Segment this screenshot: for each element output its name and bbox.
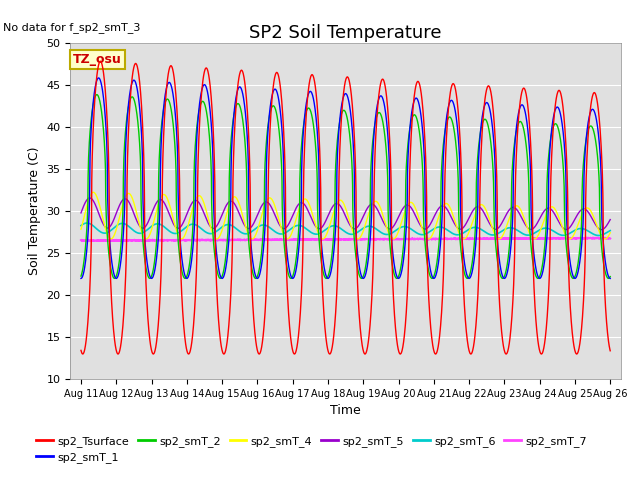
Text: TZ_osu: TZ_osu — [73, 53, 122, 66]
Text: No data for f_sp2_smT_3: No data for f_sp2_smT_3 — [3, 22, 141, 33]
Legend: sp2_Tsurface, sp2_smT_1, sp2_smT_2, sp2_smT_4, sp2_smT_5, sp2_smT_6, sp2_smT_7: sp2_Tsurface, sp2_smT_1, sp2_smT_2, sp2_… — [32, 432, 591, 468]
Y-axis label: Soil Temperature (C): Soil Temperature (C) — [28, 147, 41, 276]
X-axis label: Time: Time — [330, 405, 361, 418]
Title: SP2 Soil Temperature: SP2 Soil Temperature — [250, 24, 442, 42]
